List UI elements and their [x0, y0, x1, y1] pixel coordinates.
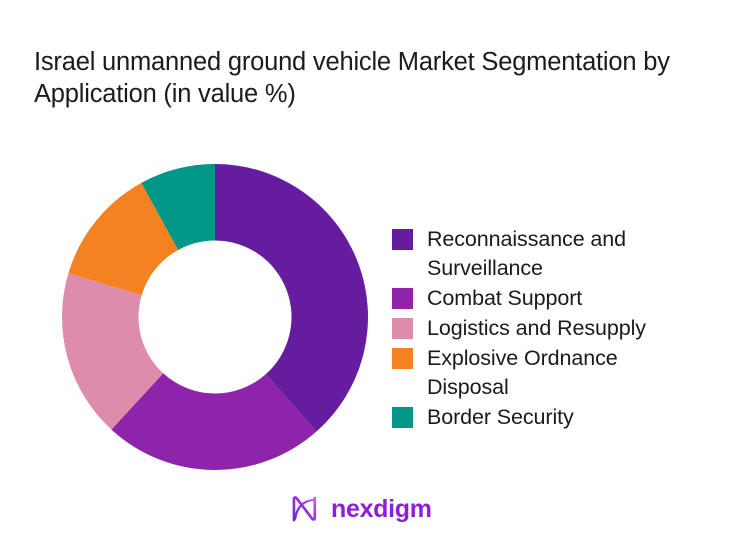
legend-item-label: Combat Support	[427, 286, 583, 310]
nexdigm-n-mark-icon	[292, 496, 317, 522]
legend-item-label: Explosive Ordnance Disposal	[427, 346, 618, 399]
legend-item-label: Border Security	[427, 405, 574, 429]
legend-item-label: Reconnaissance and Surveillance	[427, 227, 627, 280]
legend-swatch-icon	[392, 407, 413, 428]
donut-chart	[60, 162, 370, 472]
legend-item-explosive-ordnance-disposal[interactable]: Explosive Ordnance Disposal	[392, 344, 712, 402]
legend-swatch-icon	[392, 288, 413, 309]
donut-slice[interactable]	[141, 164, 215, 250]
legend-swatch-icon	[392, 318, 413, 339]
donut-chart-svg	[61, 164, 368, 470]
brand-name: nexdigm	[331, 495, 432, 523]
legend-item-label: Logistics and Resupply	[427, 316, 646, 340]
donut-slice-group	[61, 164, 368, 470]
legend-item-combat-support[interactable]: Combat Support	[392, 284, 712, 313]
legend-item-border-security[interactable]: Border Security	[392, 403, 712, 432]
legend-item-logistics-and-resupply[interactable]: Logistics and Resupply	[392, 314, 712, 343]
page-title: Israel unmanned ground vehicle Market Se…	[34, 48, 670, 108]
legend-swatch-icon	[392, 229, 413, 250]
donut-slice[interactable]	[111, 373, 317, 470]
legend-swatch-icon	[392, 348, 413, 369]
donut-slice[interactable]	[215, 164, 368, 432]
donut-slice[interactable]	[68, 182, 179, 296]
donut-slice[interactable]	[61, 273, 164, 430]
chart-legend: Reconnaissance and Surveillance Combat S…	[392, 225, 712, 433]
legend-item-reconnaissance-and-surveillance[interactable]: Reconnaissance and Surveillance	[392, 225, 712, 283]
brand-logo: nexdigm	[288, 492, 432, 526]
